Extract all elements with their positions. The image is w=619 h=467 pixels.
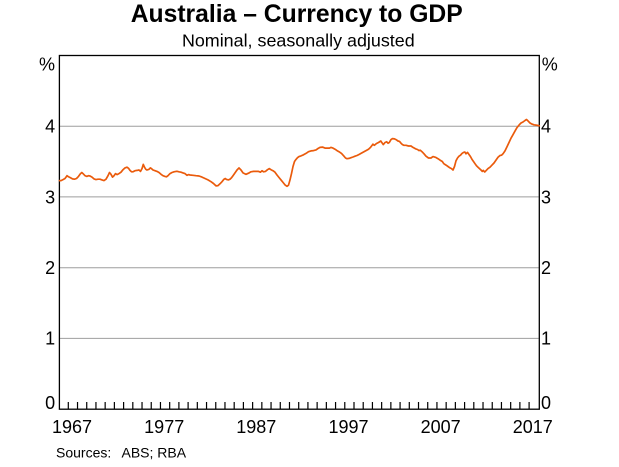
svg-text:1967: 1967 (52, 417, 92, 437)
svg-text:1977: 1977 (144, 417, 184, 437)
svg-text:2: 2 (541, 258, 551, 278)
svg-text:4: 4 (45, 117, 55, 137)
svg-text:Nominal, seasonally adjusted: Nominal, seasonally adjusted (182, 30, 415, 50)
svg-text:2017: 2017 (513, 417, 553, 437)
svg-text:2007: 2007 (421, 417, 461, 437)
svg-text:3: 3 (541, 187, 551, 207)
svg-text:3: 3 (45, 187, 55, 207)
svg-text:0: 0 (541, 393, 551, 413)
svg-text:Sources:: Sources: (56, 444, 111, 460)
svg-text:1997: 1997 (328, 417, 368, 437)
svg-text:1: 1 (45, 329, 55, 349)
svg-text:%: % (39, 54, 55, 74)
svg-text:1: 1 (541, 329, 551, 349)
svg-text:1987: 1987 (236, 417, 276, 437)
svg-text:Australia – Currency to GDP: Australia – Currency to GDP (131, 1, 463, 28)
svg-text:4: 4 (541, 117, 551, 137)
svg-text:2: 2 (45, 258, 55, 278)
svg-text:ABS; RBA: ABS; RBA (122, 444, 187, 460)
svg-text:%: % (542, 54, 558, 74)
svg-text:0: 0 (45, 393, 55, 413)
